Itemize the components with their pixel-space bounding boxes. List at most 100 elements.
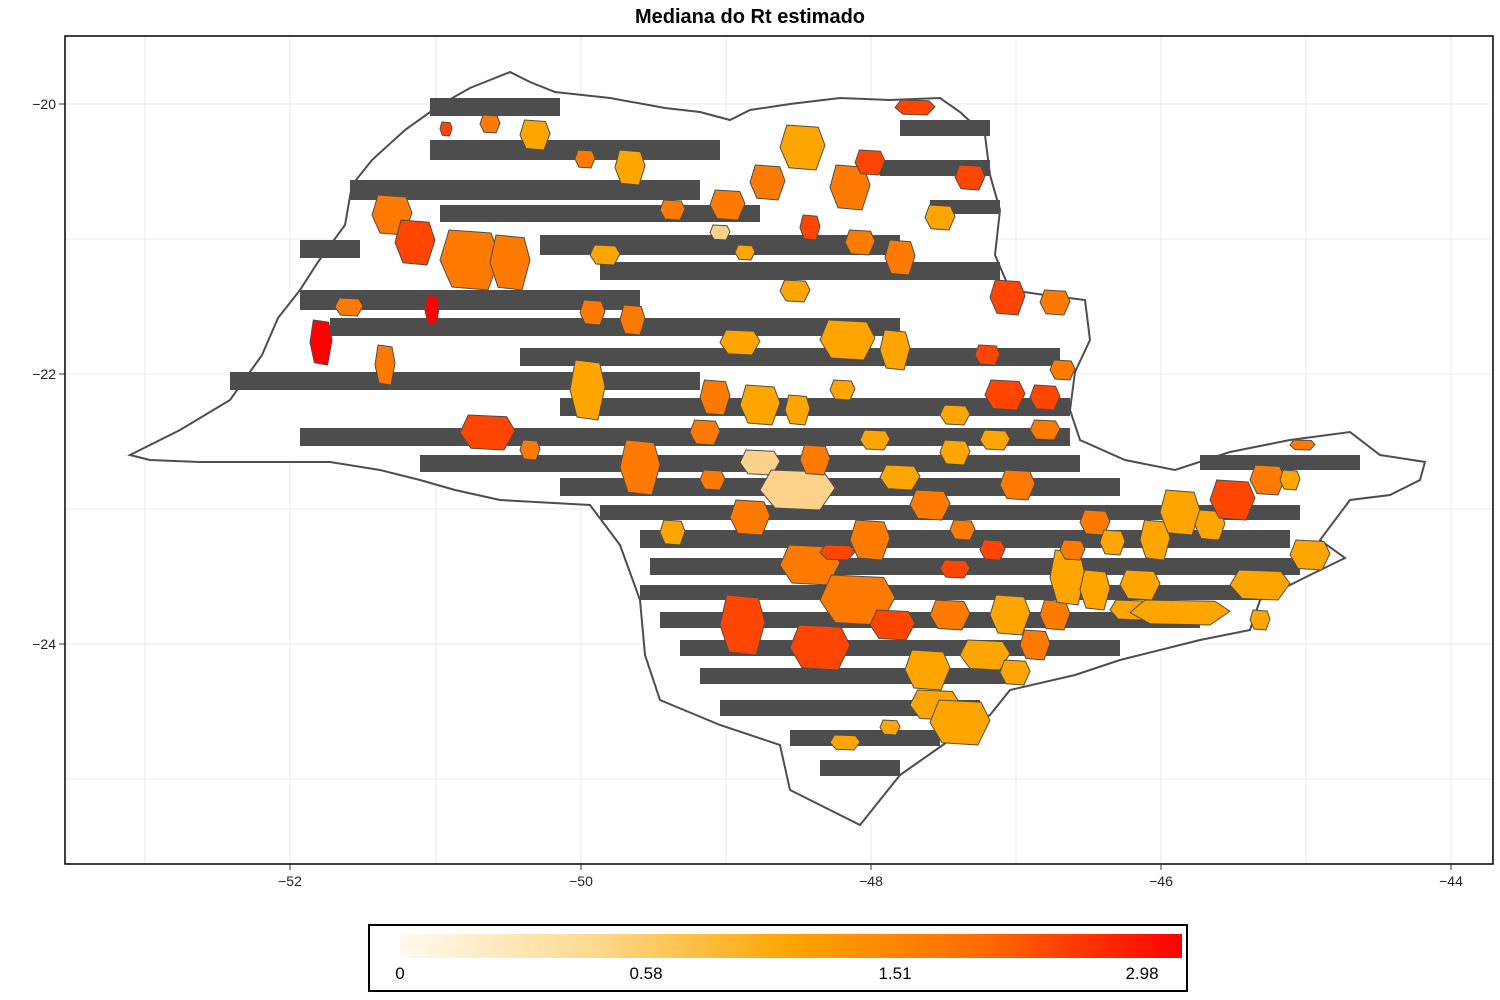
y-tick-label: −22 — [32, 366, 56, 382]
municipality-estimate — [1229, 569, 1291, 601]
municipality-estimate — [394, 219, 436, 266]
municipality-estimate — [904, 649, 951, 691]
municipality-estimate — [614, 149, 646, 186]
municipality-estimate — [759, 469, 836, 511]
x-tick-label: −52 — [278, 873, 302, 889]
municipality-no-estimate — [300, 290, 640, 310]
municipality-estimate — [979, 539, 1006, 561]
municipality-estimate — [974, 344, 1001, 366]
municipality-estimate — [439, 229, 501, 291]
municipality-estimate — [939, 559, 971, 579]
y-tick-label: −20 — [32, 96, 56, 112]
municipality-estimate — [884, 239, 916, 276]
municipality-estimate — [374, 344, 396, 386]
municipality-estimate — [519, 119, 551, 151]
municipality-estimate — [709, 189, 746, 221]
municipality-estimate — [829, 734, 861, 751]
municipality-estimate — [729, 499, 771, 536]
municipality-estimate — [989, 594, 1031, 636]
municipality-estimate — [894, 99, 936, 116]
legend-label: 1.51 — [878, 964, 912, 983]
municipality-no-estimate — [600, 505, 1300, 520]
x-tick-label: −48 — [859, 873, 883, 889]
municipality-estimate — [709, 224, 731, 241]
x-axis: −52 −50 −48 −46 −44 — [278, 864, 1463, 889]
municipality-estimate — [1059, 539, 1086, 561]
municipality-no-estimate — [900, 120, 990, 136]
municipality-no-estimate — [560, 478, 1120, 496]
municipality-estimate — [739, 384, 781, 426]
municipality-no-estimate — [300, 240, 360, 258]
municipality-no-estimate — [430, 140, 720, 160]
municipality-estimate — [784, 394, 811, 426]
municipality-no-estimate — [680, 640, 1120, 656]
y-axis: −20 −22 −24 — [32, 96, 65, 652]
municipality-estimate — [1019, 629, 1051, 661]
municipality-no-estimate — [230, 372, 700, 390]
municipality-estimate — [929, 599, 971, 631]
x-tick-label: −50 — [569, 873, 593, 889]
municipality-no-estimate — [330, 318, 900, 336]
municipality-estimate — [949, 519, 976, 541]
municipality-estimate — [1129, 599, 1231, 626]
municipality-estimate — [309, 319, 333, 366]
municipality-estimate — [1079, 569, 1111, 611]
municipality-estimate — [939, 404, 971, 426]
municipality-no-estimate — [540, 235, 900, 255]
legend-label: 0 — [395, 964, 405, 983]
panel-border — [64, 35, 1494, 865]
municipality-estimate — [1249, 609, 1271, 631]
municipality-estimate — [799, 214, 821, 241]
x-tick-label: −46 — [1149, 873, 1173, 889]
municipality-estimate — [1289, 439, 1316, 451]
municipality-estimate — [1049, 359, 1076, 381]
municipality-no-estimate — [350, 180, 700, 200]
municipality-estimate — [479, 114, 501, 134]
municipality-estimate — [719, 329, 761, 356]
municipality-estimate — [659, 199, 686, 221]
municipality-estimate — [699, 469, 726, 491]
municipality-estimate — [1119, 569, 1161, 601]
municipality-estimate — [1029, 419, 1061, 441]
municipality-estimate — [879, 464, 921, 491]
municipality-estimate — [859, 429, 891, 451]
municipality-estimate — [1209, 479, 1256, 521]
legend-color-bar — [400, 934, 1182, 958]
municipality-estimate — [779, 124, 826, 171]
map-title: Mediana do Rt estimado — [634, 6, 866, 28]
municipality-estimate — [659, 519, 686, 546]
municipalities-with-estimate — [309, 99, 1331, 751]
municipality-estimate — [799, 444, 831, 476]
municipality-estimate — [619, 304, 646, 336]
municipality-estimate — [849, 519, 891, 561]
municipality-estimate — [1279, 469, 1301, 491]
municipality-estimate — [519, 439, 541, 461]
municipality-estimate — [989, 279, 1026, 316]
municipality-estimate — [1039, 599, 1071, 631]
municipality-estimate — [999, 659, 1031, 686]
municipality-estimate — [844, 229, 876, 256]
municipality-estimate — [1099, 529, 1126, 556]
municipality-estimate — [734, 244, 756, 261]
municipality-no-estimate — [600, 262, 1000, 280]
municipality-estimate — [984, 379, 1026, 411]
color-legend: 0 0.58 1.51 2.98 — [368, 924, 1188, 992]
municipality-estimate — [579, 299, 606, 326]
municipality-estimate — [779, 279, 811, 303]
y-tick-label: −24 — [32, 636, 56, 652]
municipality-estimate — [719, 594, 766, 656]
municipality-no-estimate — [700, 668, 1010, 684]
legend-label: 0.58 — [629, 964, 663, 983]
municipality-estimate — [954, 164, 986, 191]
legend-label: 2.98 — [1125, 964, 1159, 983]
municipality-estimate — [929, 699, 991, 746]
municipality-estimate — [589, 244, 621, 266]
municipality-estimate — [979, 429, 1011, 451]
municipality-estimate — [1249, 464, 1286, 496]
municipality-estimate — [439, 121, 453, 137]
municipality-estimate — [569, 359, 606, 421]
municipality-estimate — [1029, 384, 1061, 411]
municipality-no-estimate — [430, 98, 560, 116]
municipality-estimate — [829, 379, 856, 401]
